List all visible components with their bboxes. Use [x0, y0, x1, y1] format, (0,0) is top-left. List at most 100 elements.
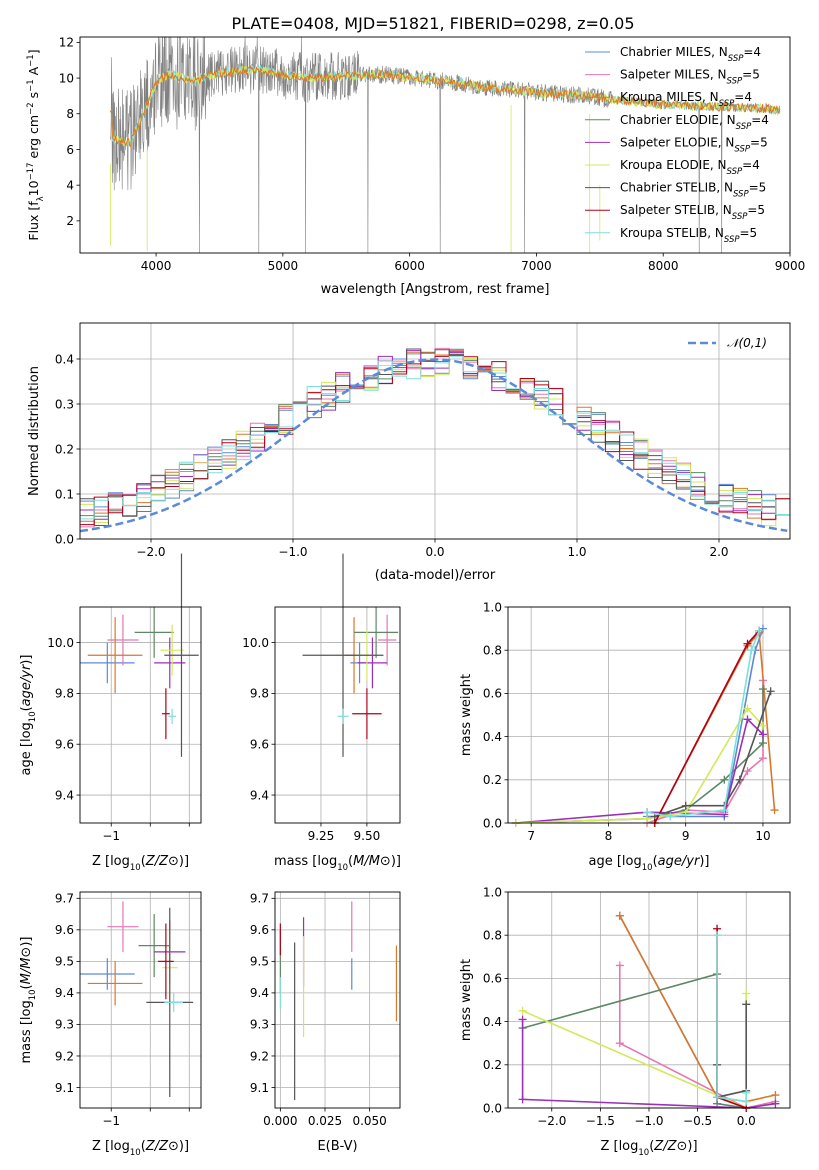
legend-label-part: =5 [750, 135, 768, 149]
y-tick-label: 9.4 [250, 788, 269, 802]
x-axis-label: Z [log10(Z/Z⊙)] [600, 1139, 697, 1158]
x-tick-label: 0.0 [425, 545, 444, 559]
data-point-marker [713, 1093, 722, 1102]
x-axis-label-part: )] [179, 1139, 189, 1154]
x-tick-label: 0.0 [737, 1114, 756, 1128]
x-tick-label: 6000 [394, 259, 425, 273]
data-point-marker [720, 806, 729, 815]
x-axis-label-part: Z/Z⊙ [653, 1139, 687, 1154]
x-tick-label: 9.50 [354, 829, 381, 843]
legend-label: Chabrier ELODIE, NSSP=4 [620, 113, 769, 132]
model-spectrum-line [109, 65, 781, 146]
y-tick-label: 10.0 [47, 636, 74, 650]
x-tick-label: 0.025 [308, 1114, 342, 1128]
x-tick-label: 9 [682, 829, 690, 843]
y-tick-label: 0.4 [483, 730, 502, 744]
y-tick-label: 0.2 [483, 773, 502, 787]
data-point-marker [755, 626, 764, 635]
normal-curve-line [80, 358, 788, 533]
y-axis-label: mass weight [459, 959, 474, 1041]
y-tick-label: 0.1 [55, 487, 74, 501]
y-tick-label: 9.3 [55, 1018, 74, 1032]
data-point-marker [742, 1088, 751, 1097]
legend-label-part: SSP [727, 167, 743, 177]
y-tick-label: 0.0 [483, 1101, 502, 1115]
y-tick-label: 0.3 [55, 397, 74, 411]
errorbar-plot [302, 553, 399, 757]
y-tick-label: 1.0 [483, 885, 502, 899]
errorbar-plot [80, 553, 199, 757]
x-axis-label-part: )] [391, 854, 401, 869]
legend-label-part: =4 [734, 90, 752, 104]
axes-residual_hist: −2.0 −1.0 0.0 1.0 2.0 0.0 0.1 0.2 0.3 0.4 (data-mo… [27, 322, 791, 583]
x-tick-label: 5000 [268, 259, 299, 273]
x-axis-label-part: 10 [638, 1148, 649, 1158]
data-point-marker [766, 687, 775, 696]
y-tick-label: 0.0 [55, 532, 74, 546]
y-tick-label: 0.8 [483, 644, 502, 658]
x-tick-label: 4000 [141, 259, 172, 273]
y-tick-label: 9.8 [250, 687, 269, 701]
data-point-marker [615, 961, 624, 970]
y-tick-label: 12 [59, 36, 74, 50]
x-axis-label-part: Z/Z⊙ [145, 1139, 179, 1154]
axes-frame [79, 36, 791, 254]
axes-frame [274, 606, 401, 824]
legend-label: Chabrier MILES, NSSP=4 [620, 45, 761, 64]
errorbar-plot [279, 901, 398, 1101]
y-tick-label: 9.4 [55, 986, 74, 1000]
legend-label: Kroupa MILES, NSSP=4 [620, 90, 752, 109]
series-line-salpeter_elodie [515, 717, 764, 824]
y-tick-label: 0.6 [483, 972, 502, 986]
x-axis-label-part: ( [141, 1139, 146, 1154]
x-axis-label-part: age/yr [658, 854, 701, 869]
legend-label: 𝒩(0,1) [727, 336, 767, 350]
axes-frame [79, 606, 202, 824]
legend-label: Kroupa STELIB, NSSP=5 [620, 226, 757, 245]
legend-label-part: Kroupa ELODIE, N [620, 158, 727, 172]
y-axis-label: Flux [fλ10−17 erg cm−2 s−1 A−1] [26, 49, 46, 240]
data-point-marker [743, 715, 752, 724]
mass-weight-plot [511, 624, 779, 827]
axes-age_vs_mass: 9.25 9.50 9.4 9.6 9.8 10.0 mass [log10(M/M⊙)] [242, 553, 401, 873]
data-point-marker [758, 685, 767, 694]
legend-label-part: SSP [736, 122, 752, 132]
x-axis-label-part: age [log [589, 854, 642, 869]
legend-label-part: =4 [743, 45, 761, 59]
x-axis-label-part: ( [653, 854, 658, 869]
data-point-marker [743, 639, 752, 648]
y-tick-label: 9.1 [55, 1081, 74, 1095]
x-axis-label-part: E(B-V) [317, 1139, 357, 1154]
x-axis-label-part: 10 [337, 863, 348, 873]
data-point-marker [518, 1015, 527, 1024]
x-tick-label: −1.5 [586, 1114, 615, 1128]
data-point-marker [747, 646, 756, 655]
y-tick-label: 9.6 [250, 923, 269, 937]
y-tick-label: 9.6 [250, 738, 269, 752]
legend-label-part: SSP [727, 77, 743, 87]
axes-frame [274, 891, 401, 1109]
y-tick-label: 9.7 [250, 892, 269, 906]
y-tick-label: 9.3 [250, 1018, 269, 1032]
y-axis-label-part: )] [19, 937, 34, 947]
data-point-marker [643, 808, 652, 817]
y-tick-label: 2 [66, 214, 74, 228]
legend-label-part: SSP [719, 99, 735, 109]
x-tick-label: −1.0 [634, 1114, 663, 1128]
legend-label-part: Kroupa STELIB, N [620, 226, 724, 240]
x-axis-label-part: mass [log [274, 854, 337, 869]
x-axis-label-part: Z/Z⊙ [145, 854, 179, 869]
data-point-marker [666, 812, 675, 821]
data-point-marker [758, 739, 767, 748]
y-tick-label: 0.2 [483, 1058, 502, 1072]
axes-frame [507, 606, 791, 824]
axes-mass_vs_ebv: 0.000 0.025 0.050 9.1 9.2 9.3 9.4 9.5 9.6 9.7 E(B-… [250, 891, 401, 1154]
legend-label-part: Salpeter ELODIE, N [620, 135, 734, 149]
y-axis-label: mass weight [459, 674, 474, 756]
y-axis-label-part: 10 [28, 711, 38, 722]
data-point-marker [771, 1099, 780, 1108]
legend-label-part: SSP [724, 235, 740, 245]
y-axis-label-part: λ [36, 196, 46, 201]
y-axis-label-part: −17 [26, 162, 36, 180]
